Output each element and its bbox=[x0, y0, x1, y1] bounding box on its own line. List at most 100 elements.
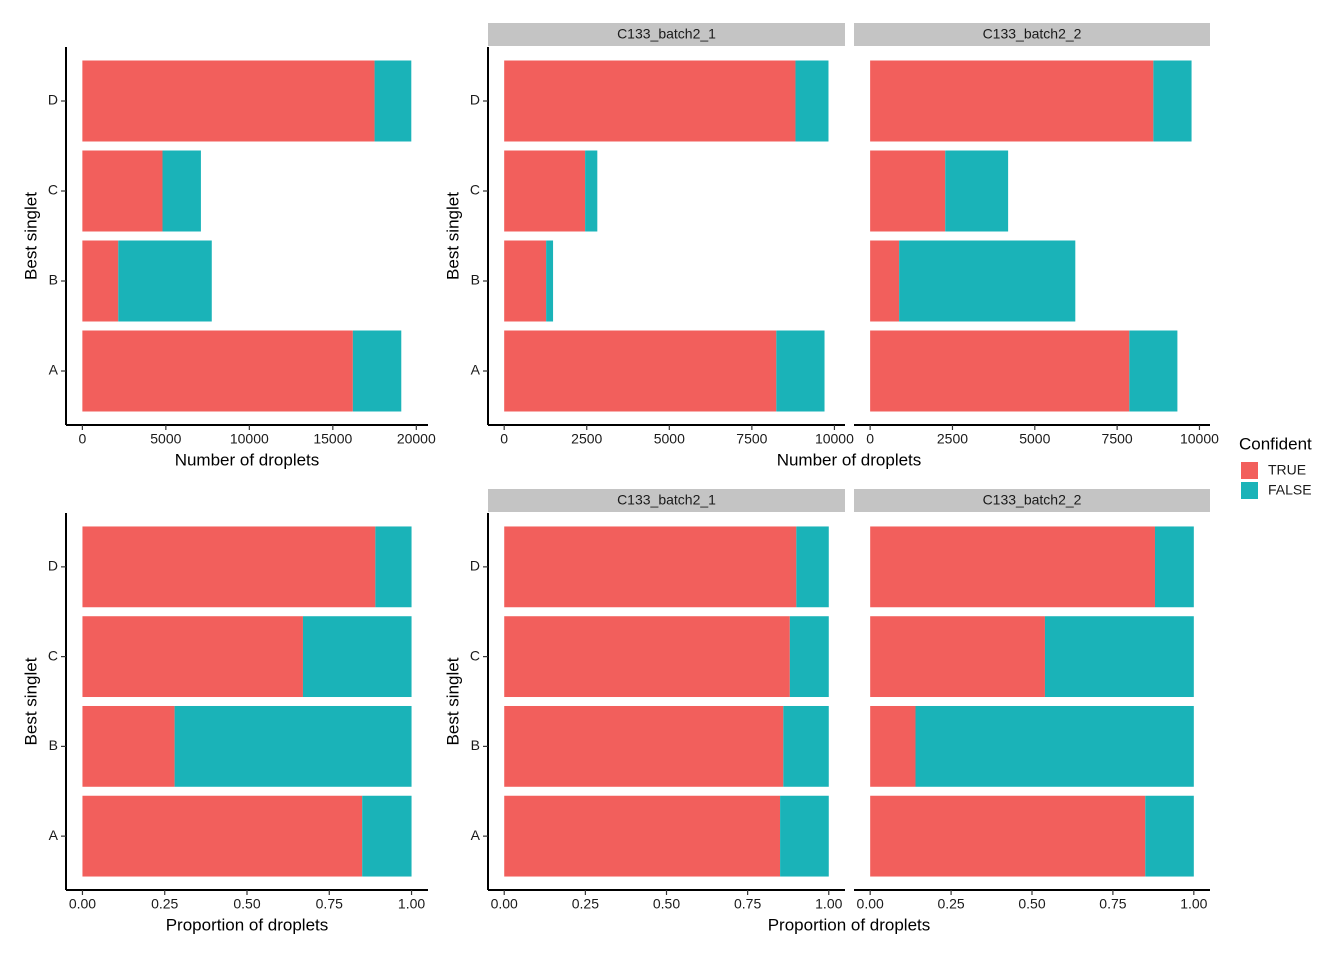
legend-swatch bbox=[1241, 462, 1258, 479]
bar-segment bbox=[783, 705, 829, 787]
x-axis-title: Proportion of droplets bbox=[166, 915, 329, 934]
bar-segment bbox=[1154, 526, 1194, 608]
bar-segment bbox=[870, 60, 1154, 142]
y-axis-title: Best singlet bbox=[443, 657, 462, 745]
x-tick-label: 10000 bbox=[815, 431, 854, 447]
bar-segment bbox=[82, 795, 363, 877]
x-tick-label: 10000 bbox=[1180, 431, 1219, 447]
y-tick-label: A bbox=[49, 362, 59, 378]
x-tick-label: 5000 bbox=[150, 431, 181, 447]
bar-segment bbox=[352, 330, 402, 412]
y-tick-label: A bbox=[471, 362, 481, 378]
y-tick-label: D bbox=[470, 92, 480, 108]
bar-segment bbox=[1153, 60, 1192, 142]
facet-title: C133_batch2_2 bbox=[983, 26, 1082, 42]
bar-segment bbox=[504, 705, 784, 787]
x-tick-label: 0.75 bbox=[316, 896, 343, 912]
bar-segment bbox=[504, 240, 547, 322]
bar-segment bbox=[780, 795, 829, 877]
x-tick-label: 5000 bbox=[1019, 431, 1050, 447]
bar-segment bbox=[1145, 795, 1194, 877]
bar-segment bbox=[585, 150, 598, 232]
x-tick-label: 5000 bbox=[654, 431, 685, 447]
facet-strip bbox=[854, 23, 1210, 46]
y-axis-title: Best singlet bbox=[443, 192, 462, 280]
bar-segment bbox=[362, 795, 412, 877]
bar-segment bbox=[504, 616, 790, 698]
bar-segment bbox=[504, 795, 781, 877]
x-tick-label: 7500 bbox=[736, 431, 767, 447]
bar-segment bbox=[504, 526, 797, 608]
y-tick-label: C bbox=[48, 647, 58, 663]
y-tick-label: B bbox=[471, 737, 480, 753]
x-tick-label: 0.50 bbox=[233, 896, 260, 912]
x-tick-label: 0 bbox=[78, 431, 86, 447]
y-tick-label: C bbox=[470, 647, 480, 663]
facet-title: C133_batch2_1 bbox=[617, 26, 716, 42]
bar-segment bbox=[789, 616, 829, 698]
x-tick-label: 0.50 bbox=[653, 896, 680, 912]
bar-segment bbox=[870, 150, 946, 232]
bar-segment bbox=[82, 60, 375, 142]
x-tick-label: 2500 bbox=[937, 431, 968, 447]
x-tick-label: 0.00 bbox=[857, 896, 884, 912]
bar-segment bbox=[174, 705, 412, 787]
x-axis-title: Proportion of droplets bbox=[768, 915, 931, 934]
y-tick-label: D bbox=[48, 558, 58, 574]
y-tick-label: D bbox=[470, 558, 480, 574]
bar-segment bbox=[870, 795, 1146, 877]
legend-label: TRUE bbox=[1268, 462, 1306, 478]
bar-segment bbox=[776, 330, 825, 412]
bar-segment bbox=[162, 150, 201, 232]
x-tick-label: 0 bbox=[500, 431, 508, 447]
bar-segment bbox=[870, 616, 1045, 698]
bar-segment bbox=[374, 60, 412, 142]
y-tick-label: A bbox=[471, 827, 481, 843]
x-tick-label: 0.25 bbox=[572, 896, 599, 912]
x-axis-title: Number of droplets bbox=[777, 450, 922, 469]
bar-segment bbox=[870, 526, 1155, 608]
x-tick-label: 0.25 bbox=[937, 896, 964, 912]
bar-segment bbox=[302, 616, 412, 698]
bar-segment bbox=[118, 240, 212, 322]
x-tick-label: 1.00 bbox=[1180, 896, 1207, 912]
x-tick-label: 2500 bbox=[571, 431, 602, 447]
bar-segment bbox=[504, 60, 796, 142]
x-tick-label: 0 bbox=[866, 431, 874, 447]
x-tick-label: 0.00 bbox=[491, 896, 518, 912]
bar-segment bbox=[82, 705, 175, 787]
bar-segment bbox=[82, 150, 163, 232]
bar-segment bbox=[870, 330, 1130, 412]
x-tick-label: 0.75 bbox=[734, 896, 761, 912]
bar-segment bbox=[915, 705, 1194, 787]
y-tick-label: A bbox=[49, 827, 59, 843]
bar-segment bbox=[1129, 330, 1178, 412]
bar-segment bbox=[899, 240, 1076, 322]
x-tick-label: 0.50 bbox=[1018, 896, 1045, 912]
x-tick-label: 15000 bbox=[313, 431, 352, 447]
bar-segment bbox=[82, 616, 303, 698]
legend-swatch bbox=[1241, 482, 1258, 499]
x-tick-label: 20000 bbox=[397, 431, 436, 447]
facet-title: C133_batch2_2 bbox=[983, 492, 1082, 508]
facet-strip bbox=[854, 489, 1210, 512]
legend-label: FALSE bbox=[1268, 482, 1312, 498]
bar-segment bbox=[795, 60, 829, 142]
x-tick-label: 0.25 bbox=[151, 896, 178, 912]
x-axis-title: Number of droplets bbox=[175, 450, 320, 469]
x-tick-label: 1.00 bbox=[398, 896, 425, 912]
y-tick-label: B bbox=[49, 737, 58, 753]
facet-title: C133_batch2_1 bbox=[617, 492, 716, 508]
y-tick-label: C bbox=[48, 182, 58, 198]
bar-segment bbox=[870, 240, 900, 322]
x-tick-label: 0.75 bbox=[1099, 896, 1126, 912]
bar-segment bbox=[375, 526, 412, 608]
bar-segment bbox=[1044, 616, 1194, 698]
x-tick-label: 10000 bbox=[230, 431, 269, 447]
x-tick-label: 1.00 bbox=[815, 896, 842, 912]
bar-segment bbox=[82, 330, 353, 412]
x-tick-label: 0.00 bbox=[69, 896, 96, 912]
facet-strip bbox=[488, 489, 845, 512]
facet-strip bbox=[488, 23, 845, 46]
